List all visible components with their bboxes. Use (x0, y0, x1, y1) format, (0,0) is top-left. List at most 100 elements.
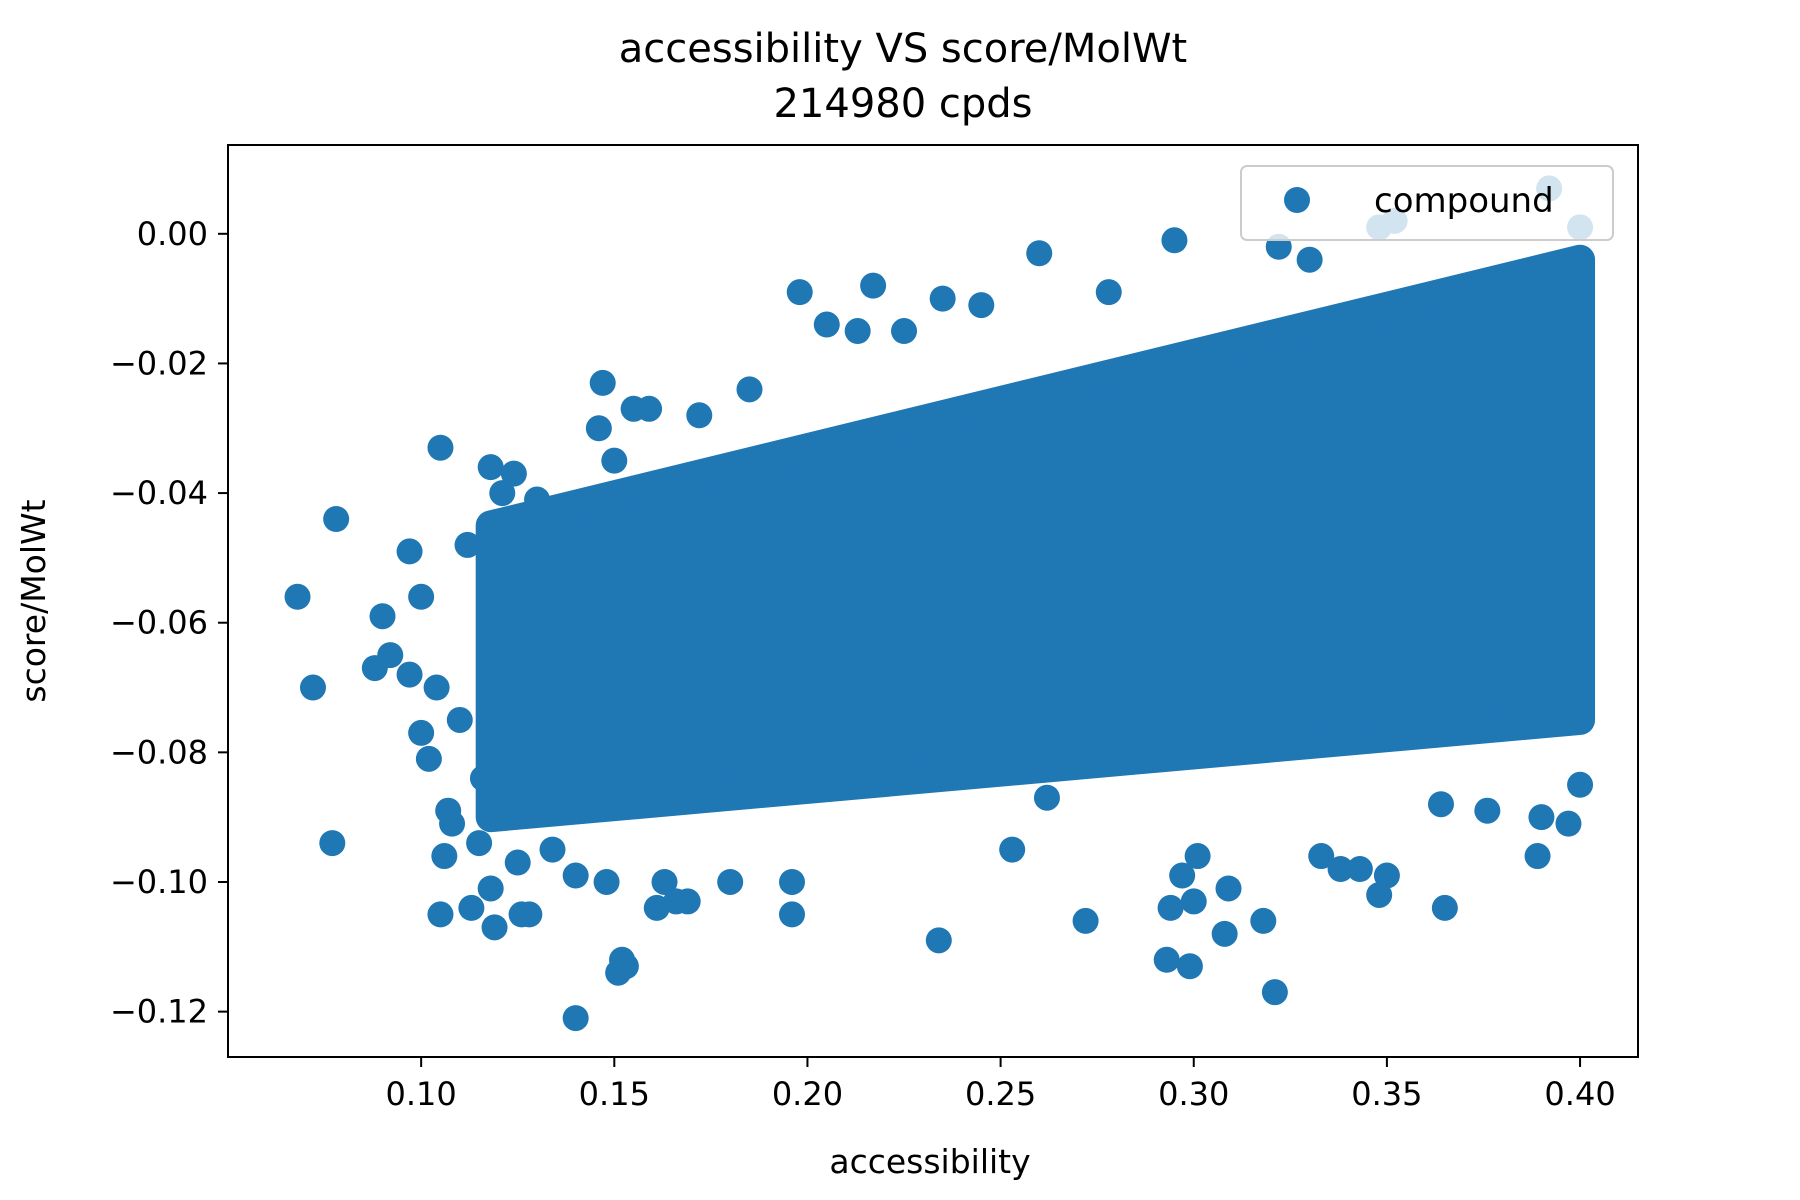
data-point (999, 836, 1026, 863)
data-point (925, 927, 952, 954)
data-point (377, 642, 404, 669)
data-point (891, 318, 918, 345)
data-point (439, 810, 466, 837)
data-point (396, 538, 423, 565)
data-point (1296, 246, 1323, 273)
data-point (779, 868, 805, 895)
data-point (1095, 279, 1122, 306)
data-point (423, 674, 450, 701)
y-axis-label: score/MolWt (14, 499, 53, 702)
data-point (454, 531, 481, 558)
data-point (1250, 907, 1277, 934)
data-point (524, 486, 551, 513)
data-point (1215, 875, 1242, 902)
data-point (466, 830, 493, 857)
data-point (299, 674, 326, 701)
data-point (427, 901, 454, 928)
data-point (1211, 920, 1238, 947)
data-point (779, 901, 805, 928)
data-point (415, 745, 442, 772)
data-point (1157, 894, 1184, 921)
data-point (813, 311, 840, 338)
data-point (1373, 862, 1400, 889)
y-tick-label: −0.08 (110, 733, 208, 771)
y-tick-label: 0.00 (137, 215, 208, 253)
data-point (1153, 946, 1180, 973)
data-point (736, 376, 763, 403)
data-point (1524, 843, 1551, 870)
data-point (1180, 888, 1207, 915)
data-point (427, 434, 454, 461)
data-point (1555, 810, 1582, 837)
data-point (1308, 843, 1335, 870)
data-point (500, 460, 527, 487)
data-points (284, 175, 1596, 1032)
legend-label: compound (1374, 181, 1554, 221)
data-point (1033, 784, 1060, 811)
data-point (786, 279, 813, 306)
data-point (458, 894, 485, 921)
legend-marker (1284, 187, 1310, 213)
data-point (1327, 856, 1354, 883)
x-tick-label: 0.35 (1351, 1075, 1422, 1113)
y-tick-label: −0.04 (110, 474, 208, 512)
data-point (1528, 804, 1555, 831)
y-tick-label: −0.10 (110, 863, 208, 901)
legend-box (1240, 165, 1614, 241)
data-point (1261, 979, 1288, 1006)
data-point (1161, 227, 1188, 254)
data-point (686, 402, 713, 429)
data-point (1169, 862, 1196, 889)
data-point (369, 603, 396, 630)
data-point (477, 454, 504, 481)
data-point (1474, 797, 1501, 824)
data-point (562, 862, 589, 889)
data-point (636, 395, 663, 422)
x-tick-label: 0.30 (1158, 1075, 1229, 1113)
x-tick-label: 0.20 (772, 1075, 843, 1113)
data-point (612, 953, 639, 980)
y-axis: 0.00 −0.02 −0.04 −0.06 −0.08 −0.10 −0.12 (110, 215, 228, 1031)
data-point (601, 447, 628, 474)
data-point (860, 272, 887, 299)
data-point (284, 583, 311, 610)
data-point (489, 480, 516, 507)
data-point (562, 1005, 589, 1032)
chart-subtitle: 214980 cpds (773, 81, 1032, 127)
x-tick-label: 0.10 (386, 1075, 457, 1113)
x-tick-label: 0.15 (579, 1075, 650, 1113)
point-cloud-core (475, 244, 1596, 833)
data-point (323, 506, 350, 533)
data-point (504, 849, 531, 876)
data-point (469, 765, 496, 792)
x-tick-label: 0.40 (1544, 1075, 1615, 1113)
data-point (1346, 856, 1373, 883)
x-axis-label: accessibility (829, 1142, 1030, 1181)
y-tick-label: −0.06 (110, 604, 208, 642)
data-point (446, 706, 473, 733)
data-point (477, 875, 504, 902)
plot-frame (227, 144, 1639, 1058)
data-point (929, 285, 956, 312)
data-point (319, 830, 346, 857)
data-point (431, 843, 458, 870)
data-point (396, 661, 423, 688)
data-point (717, 868, 744, 895)
data-point (844, 318, 871, 345)
data-point (1427, 791, 1454, 818)
y-tick-label: −0.12 (110, 993, 208, 1031)
data-point (593, 868, 620, 895)
data-point (589, 369, 616, 396)
data-point (408, 719, 435, 746)
y-tick-label: −0.02 (110, 344, 208, 382)
chart-title: accessibility VS score/MolWt (619, 26, 1187, 72)
data-point (1184, 843, 1211, 870)
data-point (1567, 771, 1594, 798)
data-point (1366, 881, 1393, 908)
data-point (585, 415, 612, 442)
data-point (516, 901, 543, 928)
data-point (1072, 907, 1099, 934)
data-point (651, 868, 678, 895)
x-axis: 0.10 0.15 0.20 0.25 0.30 0.35 0.40 (386, 1057, 1616, 1113)
